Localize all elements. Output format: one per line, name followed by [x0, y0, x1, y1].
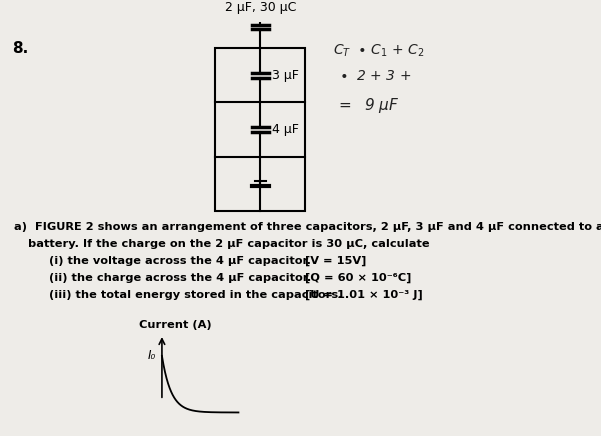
Text: 3 μF: 3 μF: [272, 69, 299, 82]
Text: [V = 15V]: [V = 15V]: [305, 256, 367, 266]
Text: 2 μF, 30 μC: 2 μF, 30 μC: [225, 1, 296, 14]
Text: (iii) the total energy stored in the capacitors.: (iii) the total energy stored in the cap…: [49, 290, 342, 300]
Text: [U = 1.01 × 10⁻³ J]: [U = 1.01 × 10⁻³ J]: [305, 290, 423, 300]
Text: [Q = 60 × 10⁻⁶C]: [Q = 60 × 10⁻⁶C]: [305, 273, 411, 283]
Text: a)  FIGURE 2 shows an arrangement of three capacitors, 2 μF, 3 μF and 4 μF conne: a) FIGURE 2 shows an arrangement of thre…: [14, 222, 601, 232]
Text: 4 μF: 4 μF: [272, 123, 299, 136]
Text: (ii) the charge across the 4 μF capacitor.: (ii) the charge across the 4 μF capacito…: [49, 273, 311, 283]
Text: $\bullet$  2 + 3 +: $\bullet$ 2 + 3 +: [340, 69, 412, 83]
Text: battery. If the charge on the 2 μF capacitor is 30 μC, calculate: battery. If the charge on the 2 μF capac…: [28, 239, 430, 249]
Text: $C_T$  $\bullet$ $C_1$ + $C_2$: $C_T$ $\bullet$ $C_1$ + $C_2$: [334, 43, 425, 59]
Text: (i) the voltage across the 4 μF capacitor.: (i) the voltage across the 4 μF capacito…: [49, 256, 311, 266]
Bar: [216, 48, 305, 211]
Text: Current (A): Current (A): [139, 320, 212, 330]
Text: 8.: 8.: [12, 41, 28, 56]
Text: $=$  9 $\mu$F: $=$ 9 $\mu$F: [337, 95, 400, 115]
Text: I₀: I₀: [148, 349, 156, 362]
